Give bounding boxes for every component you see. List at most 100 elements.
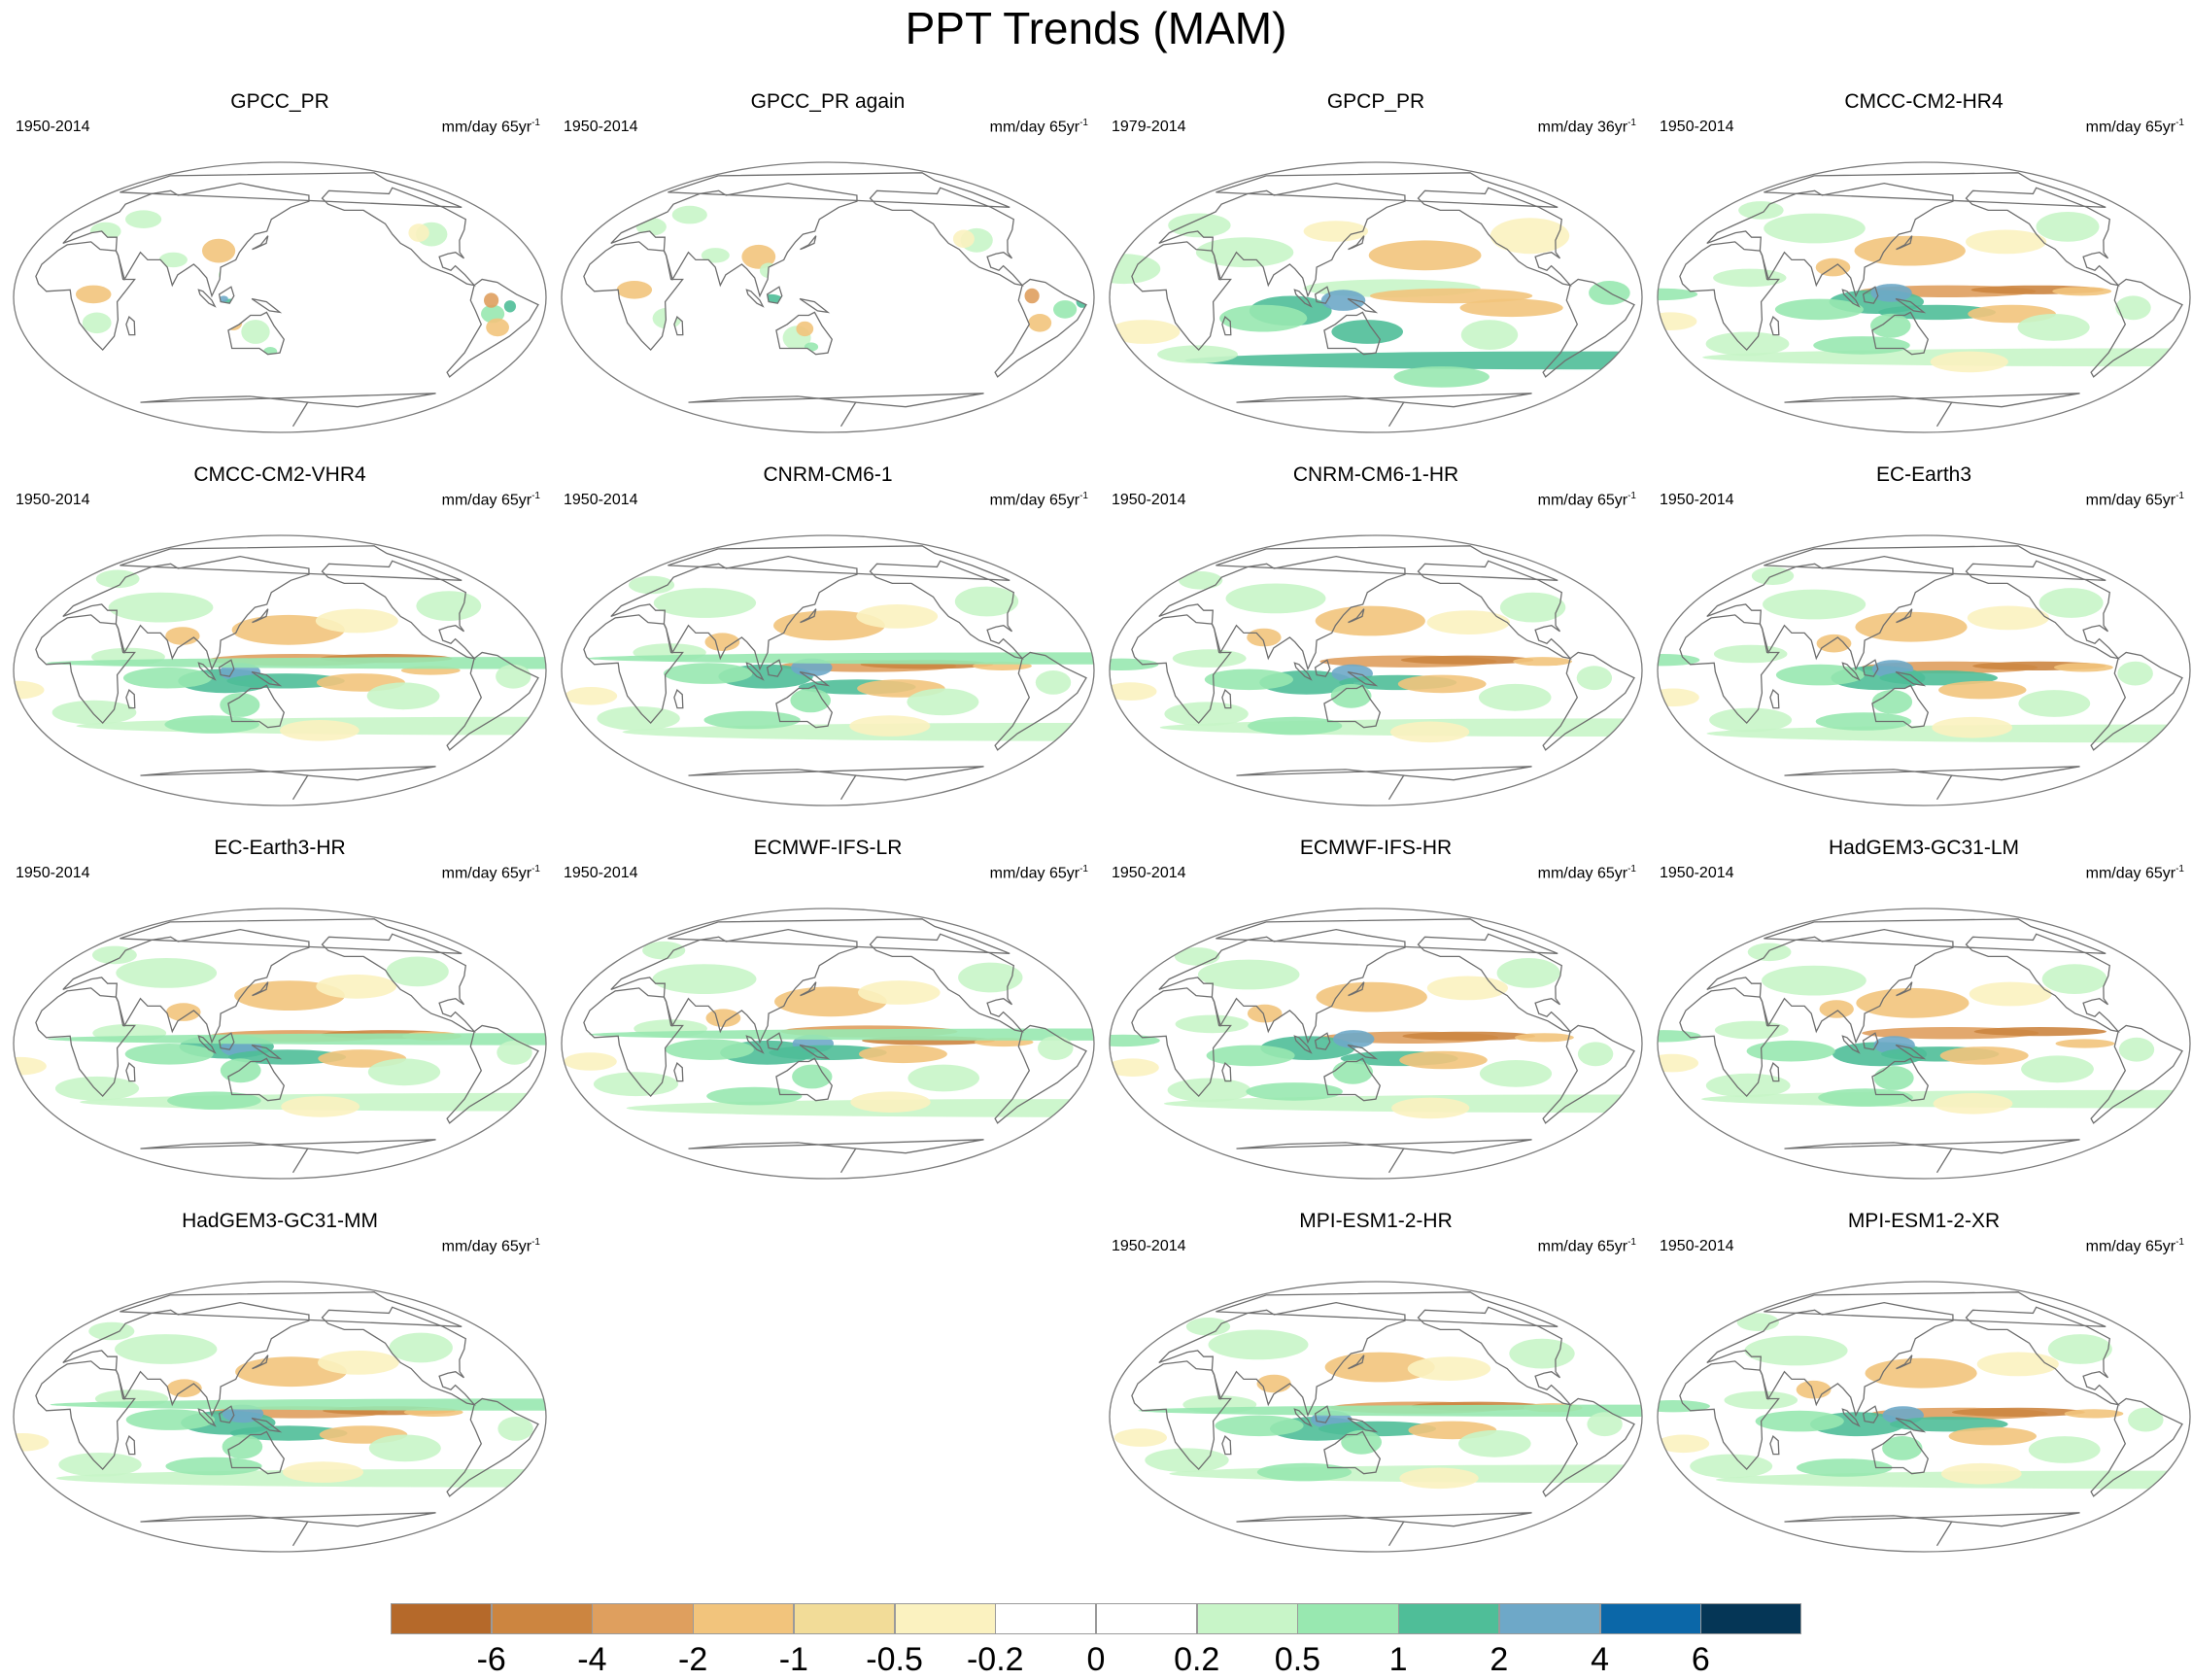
panel-title: ECMWF-IFS-HR [1299,837,1453,859]
panel-units: mm/day 65yr-1 [2086,488,2184,509]
units-window: 65yr [500,865,532,882]
coast-new-guinea [1347,1417,1379,1433]
coast-greenland [1764,545,2106,581]
panel-period: 1950-2014 [1660,492,1734,508]
coast-sumatra [1841,289,1861,308]
coast-sumatra [1841,1408,1861,1427]
globe-outline [1109,534,1643,806]
units-prefix: mm/day [989,119,1045,136]
coast-greenland [1216,545,1558,581]
coast-antarctica [1236,1139,1532,1174]
coast-eurasia [1158,1301,1406,1418]
coast-indonesia-borneo [1862,286,1879,304]
coast-antarctica [688,393,984,428]
coast-eurasia [610,182,858,298]
units-exponent: -1 [531,491,540,501]
colorbar-box [391,1603,493,1634]
coast-madagascar [1769,316,1780,336]
coast-australia [227,1430,286,1475]
coast-africa [35,241,136,352]
panel-period: 1950-2014 [16,865,90,881]
panel-period: 1950-2014 [16,119,90,135]
coast-indonesia-borneo [218,286,235,304]
units-exponent: -1 [2175,864,2184,874]
colorbar-box [793,1603,896,1634]
coast-greenland [668,918,1010,954]
coast-antarctica [1784,766,2080,801]
coast-madagascar [125,689,136,709]
coast-greenland [120,545,462,581]
units-window: 65yr [1596,1238,1628,1255]
coast-new-guinea [1895,670,1927,687]
coast-antarctica [1784,1139,2080,1174]
panel-units: mm/day 65yr-1 [2086,1234,2184,1255]
coast-south-america [2090,1397,2183,1497]
panel-units: mm/day 36yr-1 [1538,115,1636,136]
panel-period: 1950-2014 [1112,1238,1186,1254]
coast-africa [35,614,136,725]
globe-outline [561,161,1095,433]
units-prefix: mm/day [989,492,1045,509]
coast-australia [1323,684,1382,729]
units-prefix: mm/day [989,865,1045,882]
coast-south-america [446,1397,539,1497]
coast-new-guinea [799,1044,831,1060]
coast-sumatra [745,662,765,681]
coast-madagascar [1221,1062,1232,1082]
coast-sumatra [197,662,217,681]
map-panel: CMCC-CM2-VHR4 1950-2014 mm/day 65yr-1 [8,463,552,832]
coast-south-america [994,1024,1087,1124]
map-panel: EC-Earth3 1950-2014 mm/day 65yr-1 [1652,463,2192,832]
coast-africa [1679,614,1780,725]
units-window: 65yr [1596,865,1628,882]
colorbar-tick-label: -1 [778,1641,808,1678]
coast-indonesia-borneo [1314,659,1331,677]
panel-period: 1950-2014 [564,492,638,508]
globe-outline [1109,908,1643,1180]
panel-title: EC-Earth3-HR [214,837,346,859]
coast-south-america [446,278,539,378]
coast-madagascar [1221,1435,1232,1456]
globe-outline [13,1281,547,1553]
coastlines [1131,172,1635,428]
panel-title: ECMWF-IFS-LR [753,837,903,859]
coast-indonesia-borneo [1314,286,1331,304]
panel-title: CMCC-CM2-VHR4 [193,463,366,486]
units-exponent: -1 [1627,864,1636,874]
map-panel: ECMWF-IFS-HR 1950-2014 mm/day 65yr-1 [1104,836,1648,1205]
coast-antarctica [1236,393,1532,428]
globe-outline [1657,908,2191,1180]
coast-greenland [668,545,1010,581]
panel-units: mm/day 65yr-1 [442,1234,540,1255]
globe-outline [1657,161,2191,433]
coastlines [1679,1291,2183,1547]
coast-north-america [321,187,476,287]
coast-madagascar [1769,1435,1780,1456]
units-exponent: -1 [2175,118,2184,128]
panel-period: 1950-2014 [1660,119,1734,135]
coastlines [35,1291,539,1547]
coast-africa [1679,987,1780,1098]
coast-new-guinea [251,1044,283,1060]
coast-africa [583,614,684,725]
units-window: 65yr [2144,492,2176,509]
coastlines [1679,545,2183,801]
coast-indonesia-borneo [766,1032,783,1050]
coast-greenland [1764,1291,2106,1327]
coast-north-america [1965,560,2120,660]
coast-japan [252,235,269,251]
coast-greenland [1764,918,2106,954]
coast-indonesia-borneo [218,1405,235,1423]
colorbar-box [1096,1603,1198,1634]
panel-units: mm/day 65yr-1 [2086,861,2184,882]
coastlines [35,545,539,801]
units-prefix: mm/day [2085,119,2141,136]
panel-period: 1950-2014 [16,492,90,508]
units-window: 36yr [1596,119,1628,136]
coast-greenland [120,172,462,208]
panel-period: 1950-2014 [564,119,638,135]
panel-units: mm/day 65yr-1 [1538,1234,1636,1255]
coast-eurasia [62,1301,310,1418]
coast-australia [775,1057,834,1102]
coastlines [583,545,1087,801]
